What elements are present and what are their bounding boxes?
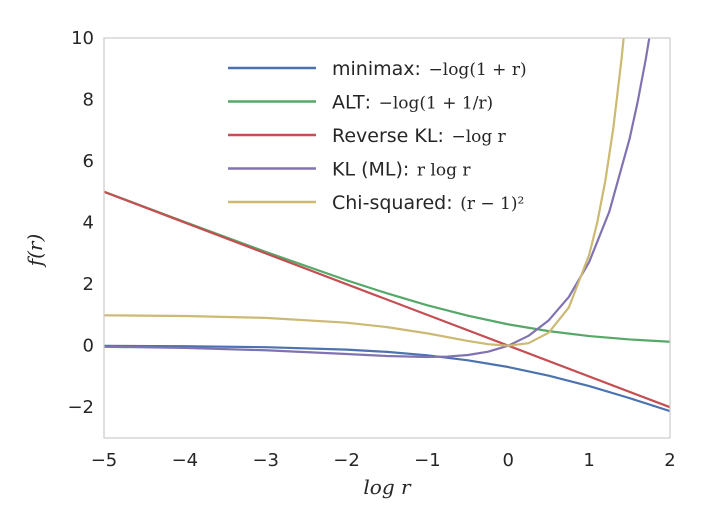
legend-formula: (r − 1)² <box>460 194 524 214</box>
x-tick-label: 1 <box>583 450 594 471</box>
y-tick-label: 6 <box>83 151 94 172</box>
series-line-reverse-kl <box>104 190 670 409</box>
legend-label: Chi-squared <box>332 192 446 214</box>
legend-formula: −log r <box>451 127 506 147</box>
legend-label: ALT <box>332 92 365 114</box>
legend: minimax: −log(1 + r) ALT: −log(1 + 1/r) Reve… <box>228 58 527 214</box>
legend-item-minimax: minimax: −log(1 + r) <box>228 58 527 80</box>
legend-formula: −log(1 + 1/r) <box>379 94 494 114</box>
legend-colon: : <box>446 192 452 214</box>
y-tick-labels: −2 0 2 4 6 8 10 <box>67 28 94 418</box>
x-tick-label: −2 <box>333 450 360 471</box>
legend-label: KL (ML) <box>332 159 403 181</box>
x-tick-label: 2 <box>664 450 675 471</box>
series-layer <box>104 38 670 413</box>
legend-colon: : <box>403 159 409 181</box>
x-tick-labels: −5 −4 −3 −2 −1 0 1 2 <box>91 450 676 471</box>
series-line-chi-squared <box>104 38 625 347</box>
legend-formula: −log(1 + r) <box>429 60 527 80</box>
legend-colon: : <box>437 125 443 147</box>
legend-colon: : <box>365 92 371 114</box>
legend-item-reverse-kl: Reverse KL: −log r <box>228 125 507 147</box>
legend-item-kl-ml: KL (ML): r log r <box>228 159 471 181</box>
x-tick-label: −5 <box>91 450 118 471</box>
y-tick-label: 10 <box>71 28 94 49</box>
x-axis-title: log r <box>363 475 412 499</box>
y-tick-label: 4 <box>83 213 94 234</box>
series-line-minimax <box>104 344 670 413</box>
x-tick-label: 0 <box>503 450 514 471</box>
legend-label: minimax <box>332 58 415 80</box>
legend-item-alt: ALT: −log(1 + 1/r) <box>228 92 493 114</box>
y-tick-label: 2 <box>83 274 94 295</box>
y-tick-label: 8 <box>83 90 94 111</box>
x-tick-label: −4 <box>172 450 199 471</box>
y-tick-label: −2 <box>67 397 94 418</box>
legend-label: Reverse KL <box>332 125 438 147</box>
y-tick-label: 0 <box>83 336 94 357</box>
legend-colon: : <box>415 58 421 80</box>
legend-formula: r log r <box>417 161 471 181</box>
x-tick-label: −3 <box>252 450 279 471</box>
plot-frame <box>103 37 671 439</box>
series-line-alt <box>104 190 670 343</box>
y-axis-title: f(r) <box>23 234 47 269</box>
legend-item-chi-squared: Chi-squared: (r − 1)² <box>228 192 524 214</box>
x-tick-label: −1 <box>414 450 441 471</box>
